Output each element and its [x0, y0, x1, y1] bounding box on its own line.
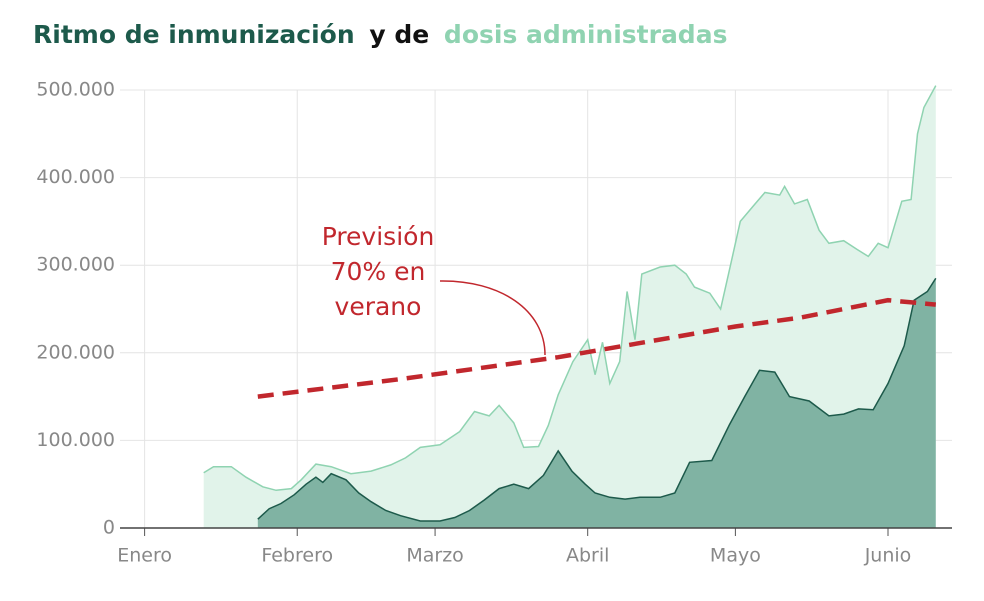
area-line	[203, 85, 937, 492]
title-part: y de	[369, 20, 429, 49]
area-fill	[257, 278, 936, 528]
title-part: Ritmo de inmunización	[33, 20, 355, 49]
y-tick-label: 200.000	[36, 341, 115, 363]
x-tick-label: Mayo	[710, 545, 761, 567]
chart-title: Ritmo de inmunización y de dosis adminis…	[33, 20, 727, 49]
x-tick-label: Enero	[117, 545, 172, 567]
x-tick-label: Marzo	[406, 545, 463, 567]
y-tick-label: 400.000	[36, 166, 115, 188]
plot: 0 100.000 200.000 300.000 400.000 500.000 Ener…	[36, 79, 952, 567]
y-tick-label: 300.000	[36, 254, 115, 276]
annotation: 70% en	[331, 257, 426, 286]
y-tick-label: 500.000	[36, 79, 115, 101]
title-part: dosis administradas	[444, 20, 728, 49]
annotation-arrow	[439, 280, 546, 356]
forecast-line	[257, 297, 937, 399]
x-tick-label: Abril	[566, 545, 609, 567]
annotation: verano	[335, 292, 422, 321]
x-tick-label: Junio	[864, 545, 912, 567]
area-line	[257, 277, 937, 522]
y-tick-label: 0	[103, 517, 115, 539]
x-tick-label: Febrero	[261, 545, 333, 567]
annotation: Previsión	[322, 222, 435, 251]
y-tick-label: 100.000	[36, 429, 115, 451]
